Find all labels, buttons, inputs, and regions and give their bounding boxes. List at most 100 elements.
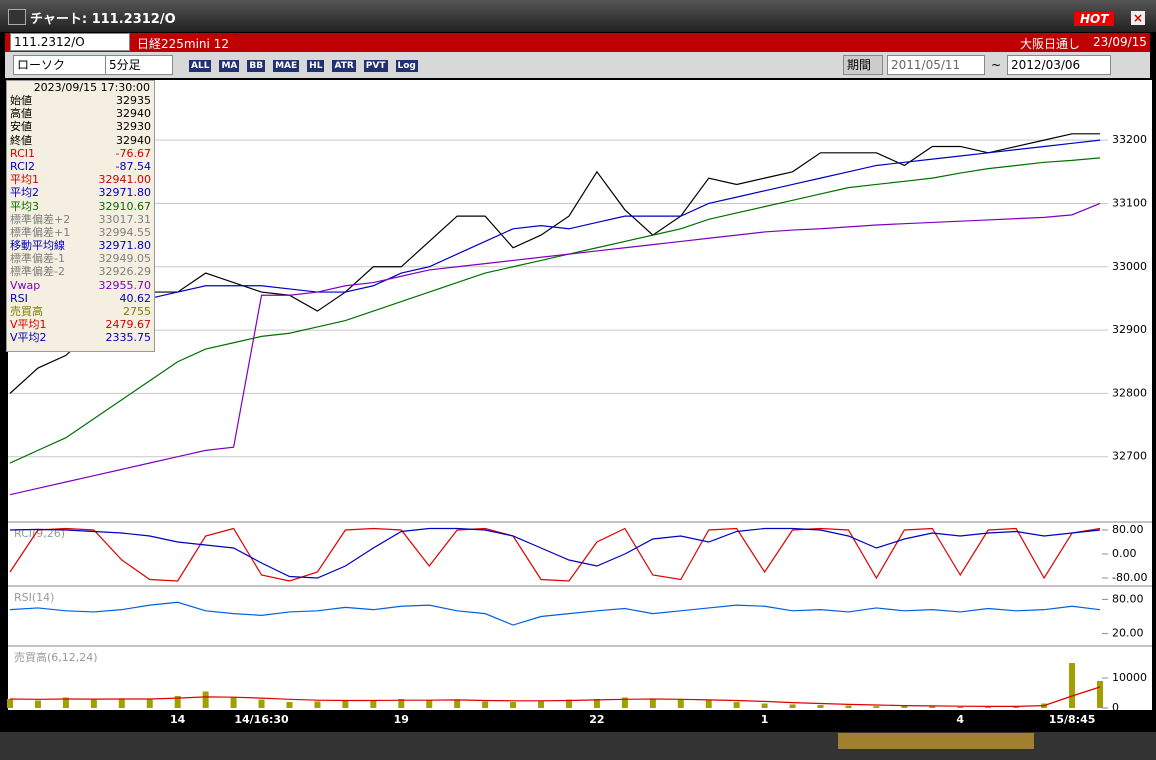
volume-bar xyxy=(370,700,377,708)
volume-bar xyxy=(817,705,824,708)
info-label: 平均1 xyxy=(10,173,39,187)
app-icon xyxy=(8,9,26,25)
info-row: 安値 32930 xyxy=(7,120,154,133)
toolbar-button[interactable]: BB xyxy=(247,60,266,72)
session: 大阪日通し xyxy=(1020,37,1081,51)
y-tick-label: 80.00 xyxy=(1112,523,1144,536)
x-tick-label: 1 xyxy=(761,713,769,726)
volume-bar xyxy=(230,697,237,708)
y-tick-label: 0 xyxy=(1112,701,1119,714)
instrument-name: 日経225mini 12 xyxy=(137,37,229,51)
panel-label: 売買高(6,12,24) xyxy=(14,650,98,664)
x-tick-label: 19 xyxy=(394,713,409,726)
to-date[interactable]: 2012/03/06 xyxy=(1007,55,1111,75)
volume-bar xyxy=(873,706,880,708)
toolbar-button[interactable]: ATR xyxy=(332,60,356,72)
info-label: 終値 xyxy=(10,133,32,147)
toolbar-button[interactable]: PVT xyxy=(363,60,388,72)
info-label: 平均2 xyxy=(10,186,39,200)
info-row: Vwap 32955.70 xyxy=(7,279,154,292)
info-label: 移動平均線 xyxy=(10,239,65,253)
toolbar-button[interactable]: MAE xyxy=(273,60,300,72)
scroll-thumb[interactable] xyxy=(838,733,1034,749)
volume-bar xyxy=(482,701,489,708)
volume-bar xyxy=(538,700,545,708)
period-button[interactable]: 期間 xyxy=(843,55,883,75)
volume-bar xyxy=(62,697,69,708)
plot-bg xyxy=(8,80,1108,710)
toolbar-button[interactable]: MA xyxy=(219,60,240,72)
chart-style-select[interactable]: ローソク xyxy=(13,55,107,75)
info-row: 標準偏差-1 32949.05 xyxy=(7,252,154,265)
info-row: 移動平均線 32971.80 xyxy=(7,239,154,252)
x-tick-label: 14 xyxy=(170,713,186,726)
volume-bar xyxy=(146,699,153,708)
info-value: 32955.70 xyxy=(98,278,152,292)
info-label: 標準偏差-2 xyxy=(10,265,65,279)
date: 23/09/15 xyxy=(1093,35,1147,49)
info-row: 始値 32935 xyxy=(7,94,154,107)
volume-bar xyxy=(985,706,992,708)
info-value: 32994.55 xyxy=(98,225,152,239)
close-button[interactable]: × xyxy=(1131,11,1145,25)
volume-bar xyxy=(118,698,125,708)
title-bar: チャート: 111.2312/O HOT × xyxy=(0,0,1156,32)
info-row: V平均1 2479.67 xyxy=(7,318,154,331)
volume-bar xyxy=(454,699,461,708)
volume-bar xyxy=(845,705,852,708)
y-tick-label: 32900 xyxy=(1112,323,1147,336)
symbol-box[interactable]: 111.2312/O xyxy=(10,33,130,51)
info-label: V平均2 xyxy=(10,331,47,345)
info-label: 標準偏差+2 xyxy=(10,212,71,226)
info-value: -87.54 xyxy=(115,159,151,173)
x-tick-label: 4 xyxy=(956,713,964,726)
from-date[interactable]: 2011/05/11 xyxy=(887,55,985,75)
info-row: 標準偏差+2 33017.31 xyxy=(7,213,154,226)
volume-bar xyxy=(342,700,349,708)
y-tick-label: 0.00 xyxy=(1112,547,1137,560)
volume-bar xyxy=(90,699,97,708)
info-value: 2335.75 xyxy=(105,331,152,345)
info-label: 始値 xyxy=(10,94,32,107)
volume-bar xyxy=(426,700,433,708)
toolbar-button[interactable]: ALL xyxy=(189,60,212,72)
info-row: 平均2 32971.80 xyxy=(7,186,154,199)
volume-bar xyxy=(593,699,600,708)
volume-bar xyxy=(677,699,684,708)
volume-bar xyxy=(7,699,13,708)
series-line xyxy=(9,527,1101,579)
volume-bar xyxy=(929,706,936,708)
volume-bar xyxy=(733,702,740,708)
interval-select[interactable]: 5分足 xyxy=(105,55,173,75)
panel-label: RSI(14) xyxy=(14,591,54,604)
info-row: 終値 32940 xyxy=(7,134,154,147)
hot-badge[interactable]: HOT xyxy=(1074,12,1115,26)
volume-bar xyxy=(621,697,628,708)
x-axis-bg xyxy=(0,710,1156,732)
series-line xyxy=(9,527,1101,582)
info-value: 32930 xyxy=(116,120,151,134)
series-line xyxy=(9,686,1101,707)
info-label: 売買高 xyxy=(10,305,43,318)
info-row: RCI1 -76.67 xyxy=(7,147,154,160)
info-row: RSI 40.62 xyxy=(7,292,154,305)
info-rows: 始値 32935 高値 32940 安値 32930 終値 32940 RCI1 -76.67 RC… xyxy=(7,94,154,345)
info-value: 32940 xyxy=(116,133,151,147)
volume-bar xyxy=(286,702,293,708)
toolbar-button[interactable]: HL xyxy=(307,60,325,72)
window-title: チャート: 111.2312/O xyxy=(30,12,176,27)
info-row: V平均2 2335.75 xyxy=(7,331,154,344)
y-tick-label: 80.00 xyxy=(1112,592,1144,605)
toolbar-button[interactable]: Log xyxy=(395,60,418,72)
tilde: ~ xyxy=(991,58,1002,72)
info-value: 32971.80 xyxy=(98,239,152,253)
volume-bar xyxy=(174,696,181,708)
info-value: 32935 xyxy=(116,94,151,107)
info-value: 32949.05 xyxy=(98,252,152,266)
info-value: -76.67 xyxy=(115,146,151,160)
info-row: 平均3 32910.67 xyxy=(7,200,154,213)
volume-bar xyxy=(1069,663,1076,708)
info-row: 高値 32940 xyxy=(7,107,154,120)
volume-bar xyxy=(789,704,796,708)
axis-bg xyxy=(1108,80,1152,710)
